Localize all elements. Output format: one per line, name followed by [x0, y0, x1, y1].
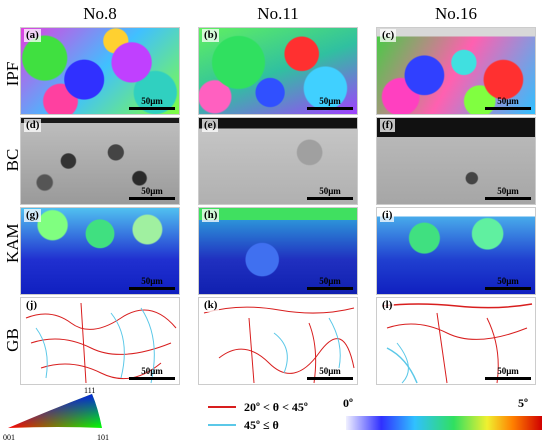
kam-map-no16: (i) 50μm: [376, 207, 536, 295]
kam-scale-min-label: 0º: [343, 396, 353, 410]
scale-bar: 50μm: [129, 186, 175, 200]
scale-bar: 50μm: [129, 366, 175, 380]
panel-tag: (h): [202, 209, 220, 222]
ipf-map-no16: (c) 50μm: [376, 27, 536, 115]
gb-legend: 20º < θ < 45º 45º ≤ θ: [208, 398, 308, 434]
cyan-line-swatch: [208, 424, 236, 426]
panel-tag: (b): [202, 29, 220, 42]
bc-map-no16: (f) 50μm: [376, 117, 536, 205]
ipf-label-001: 001: [3, 433, 15, 442]
gb-legend-label-high: 45º ≤ θ: [244, 417, 279, 432]
panel-tag: (k): [202, 299, 220, 312]
kam-color-scale-bar: [346, 416, 542, 430]
panel-tag: (a): [24, 29, 41, 42]
panel-tag: (l): [380, 299, 395, 312]
scale-bar: 50μm: [129, 276, 175, 290]
gb-legend-label-low: 20º < θ < 45º: [244, 399, 308, 414]
scale-bar: 50μm: [485, 96, 531, 110]
scale-bar: 50μm: [307, 96, 353, 110]
panel-tag: (e): [202, 119, 219, 132]
panel-tag: (d): [24, 119, 42, 132]
gb-map-no11: (k) 50μm: [198, 297, 358, 385]
column-header-no11: No.11: [257, 4, 299, 23]
ipf-color-triangle: [8, 394, 102, 428]
kam-map-no8: (g) 50μm: [20, 207, 180, 295]
gb-map-no16: (l) 50μm: [376, 297, 536, 385]
bc-map-no8: (d) 50μm: [20, 117, 180, 205]
gb-legend-item-low: 20º < θ < 45º: [208, 398, 308, 416]
ipf-label-111: 111: [84, 386, 96, 395]
column-header-no16: No.16: [434, 4, 478, 23]
kam-map-no11: (h) 50μm: [198, 207, 358, 295]
scale-bar: 50μm: [129, 96, 175, 110]
scale-bar: 50μm: [307, 186, 353, 200]
panel-tag: (g): [24, 209, 41, 222]
panel-tag: (i): [380, 209, 395, 222]
gb-map-no8: (j) 50μm: [20, 297, 180, 385]
panel-tag: (c): [380, 29, 397, 42]
scale-bar: 50μm: [307, 366, 353, 380]
column-header-no8: No.8: [83, 4, 117, 23]
ipf-map-no11: (b) 50μm: [198, 27, 358, 115]
scale-bar: 50μm: [307, 276, 353, 290]
panel-tag: (f): [380, 119, 395, 132]
scale-bar: 50μm: [485, 186, 531, 200]
ipf-label-101: 101: [97, 433, 109, 442]
kam-scale-max-label: 5º: [518, 396, 528, 410]
bc-map-no11: (e) 50μm: [198, 117, 358, 205]
ipf-map-no8: (a) 50μm: [20, 27, 180, 115]
scale-bar: 50μm: [485, 366, 531, 380]
scale-bar: 50μm: [485, 276, 531, 290]
red-line-swatch: [208, 406, 236, 408]
gb-legend-item-high: 45º ≤ θ: [208, 416, 308, 434]
panel-tag: (j): [24, 299, 39, 312]
